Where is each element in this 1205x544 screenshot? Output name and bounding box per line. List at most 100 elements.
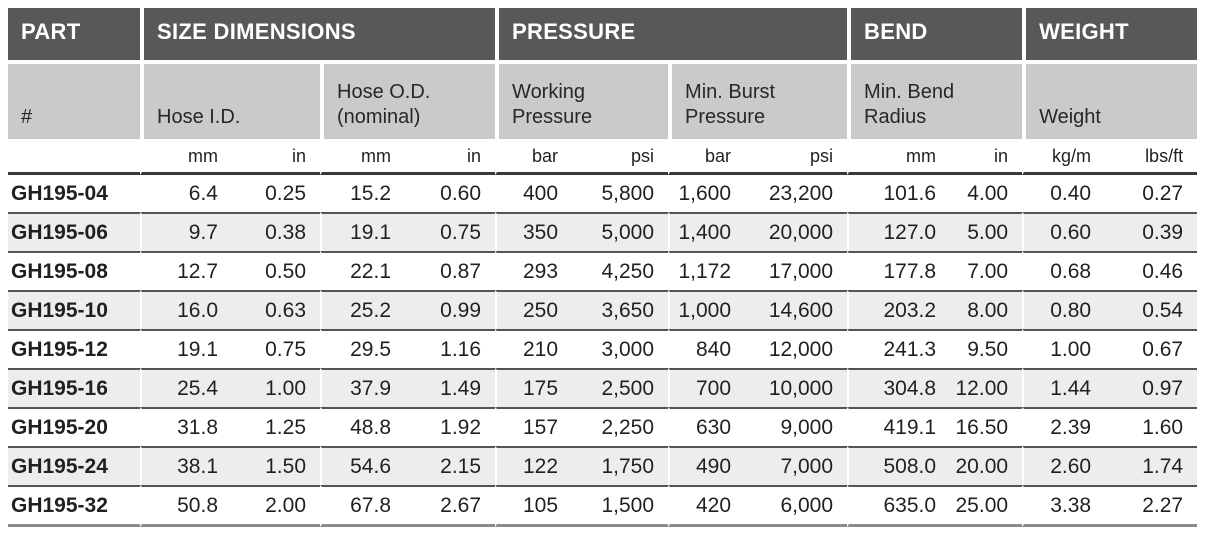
value-cell: 50.8 bbox=[140, 485, 232, 527]
value-cell: 0.75 bbox=[405, 212, 496, 251]
subheader-min-bend-radius: Min. Bend Radius bbox=[847, 64, 1023, 139]
value-cell: 4.00 bbox=[950, 175, 1023, 212]
value-cell: 0.63 bbox=[232, 290, 320, 329]
value-cell: 15.2 bbox=[320, 175, 405, 212]
value-cell: 54.6 bbox=[320, 446, 405, 485]
part-number-cell: GH195-24 bbox=[8, 446, 140, 485]
value-cell: 12,000 bbox=[745, 329, 848, 368]
value-cell: 31.8 bbox=[140, 407, 232, 446]
value-cell: 20,000 bbox=[745, 212, 848, 251]
value-cell: 2.60 bbox=[1022, 446, 1106, 485]
value-cell: 9.7 bbox=[140, 212, 232, 251]
value-cell: 0.25 bbox=[232, 175, 320, 212]
value-cell: 5.00 bbox=[950, 212, 1023, 251]
unit-cell-bar: bar bbox=[668, 139, 746, 175]
value-cell: 508.0 bbox=[847, 446, 951, 485]
table-row: GH195-10 16.0 0.63 25.2 0.99 250 3,650 1,000 14,… bbox=[8, 290, 1198, 329]
value-cell: 2.67 bbox=[405, 485, 496, 527]
value-cell: 12.7 bbox=[140, 251, 232, 290]
value-cell: 157 bbox=[495, 407, 573, 446]
table-row: GH195-20 31.8 1.25 48.8 1.92 157 2,250 630 9,000… bbox=[8, 407, 1198, 446]
value-cell: 0.68 bbox=[1022, 251, 1106, 290]
value-cell: 16.0 bbox=[140, 290, 232, 329]
hose-spec-table: PART SIZE DIMENSIONS PRESSURE BEND WEIGH… bbox=[8, 8, 1198, 527]
group-header-size-dimensions: SIZE DIMENSIONS bbox=[140, 8, 496, 64]
table-row: GH195-06 9.7 0.38 19.1 0.75 350 5,000 1,400 20,0… bbox=[8, 212, 1198, 251]
value-cell: 177.8 bbox=[847, 251, 951, 290]
value-cell: 0.39 bbox=[1105, 212, 1198, 251]
value-cell: 1.00 bbox=[1022, 329, 1106, 368]
value-cell: 2,250 bbox=[572, 407, 669, 446]
value-cell: 419.1 bbox=[847, 407, 951, 446]
subheader-min-burst-pressure: Min. Burst Pressure bbox=[668, 64, 848, 139]
value-cell: 2.15 bbox=[405, 446, 496, 485]
table-row: GH195-08 12.7 0.50 22.1 0.87 293 4,250 1,172 17,… bbox=[8, 251, 1198, 290]
value-cell: 250 bbox=[495, 290, 573, 329]
part-number-cell: GH195-32 bbox=[8, 485, 140, 527]
value-cell: 700 bbox=[668, 368, 746, 407]
value-cell: 2,500 bbox=[572, 368, 669, 407]
group-header-pressure: PRESSURE bbox=[495, 8, 848, 64]
value-cell: 1.16 bbox=[405, 329, 496, 368]
value-cell: 293 bbox=[495, 251, 573, 290]
value-cell: 5,800 bbox=[572, 175, 669, 212]
unit-cell-in: in bbox=[232, 139, 320, 175]
part-number-cell: GH195-20 bbox=[8, 407, 140, 446]
unit-cell-bar: bar bbox=[495, 139, 573, 175]
value-cell: 23,200 bbox=[745, 175, 848, 212]
value-cell: 9.50 bbox=[950, 329, 1023, 368]
value-cell: 0.60 bbox=[405, 175, 496, 212]
value-cell: 400 bbox=[495, 175, 573, 212]
unit-cell-kgm: kg/m bbox=[1022, 139, 1106, 175]
unit-cell bbox=[8, 139, 140, 175]
value-cell: 16.50 bbox=[950, 407, 1023, 446]
group-header-row: PART SIZE DIMENSIONS PRESSURE BEND WEIGH… bbox=[8, 8, 1198, 64]
unit-cell-mm: mm bbox=[140, 139, 232, 175]
value-cell: 350 bbox=[495, 212, 573, 251]
part-number-cell: GH195-12 bbox=[8, 329, 140, 368]
value-cell: 1.92 bbox=[405, 407, 496, 446]
value-cell: 635.0 bbox=[847, 485, 951, 527]
value-cell: 48.8 bbox=[320, 407, 405, 446]
value-cell: 1.49 bbox=[405, 368, 496, 407]
value-cell: 5,000 bbox=[572, 212, 669, 251]
part-number-cell: GH195-04 bbox=[8, 175, 140, 212]
group-header-bend: BEND bbox=[847, 8, 1023, 64]
value-cell: 20.00 bbox=[950, 446, 1023, 485]
unit-cell-in: in bbox=[405, 139, 496, 175]
value-cell: 7,000 bbox=[745, 446, 848, 485]
table-row: GH195-12 19.1 0.75 29.5 1.16 210 3,000 840 12,00… bbox=[8, 329, 1198, 368]
value-cell: 1,000 bbox=[668, 290, 746, 329]
value-cell: 6,000 bbox=[745, 485, 848, 527]
subheader-row: # Hose I.D. Hose O.D. (nominal) Working … bbox=[8, 64, 1198, 139]
group-header-weight: WEIGHT bbox=[1022, 8, 1198, 64]
part-number-cell: GH195-06 bbox=[8, 212, 140, 251]
table-row: GH195-04 6.4 0.25 15.2 0.60 400 5,800 1,600 23,2… bbox=[8, 175, 1198, 212]
value-cell: 175 bbox=[495, 368, 573, 407]
value-cell: 14,600 bbox=[745, 290, 848, 329]
value-cell: 19.1 bbox=[140, 329, 232, 368]
value-cell: 840 bbox=[668, 329, 746, 368]
value-cell: 0.80 bbox=[1022, 290, 1106, 329]
table-row: GH195-24 38.1 1.50 54.6 2.15 122 1,750 490 7,000… bbox=[8, 446, 1198, 485]
value-cell: 1.50 bbox=[232, 446, 320, 485]
value-cell: 19.1 bbox=[320, 212, 405, 251]
value-cell: 0.46 bbox=[1105, 251, 1198, 290]
unit-cell-lbsft: lbs/ft bbox=[1105, 139, 1198, 175]
value-cell: 210 bbox=[495, 329, 573, 368]
unit-cell-mm: mm bbox=[847, 139, 951, 175]
value-cell: 22.1 bbox=[320, 251, 405, 290]
value-cell: 4,250 bbox=[572, 251, 669, 290]
value-cell: 25.00 bbox=[950, 485, 1023, 527]
value-cell: 29.5 bbox=[320, 329, 405, 368]
group-header-part: PART bbox=[8, 8, 140, 64]
value-cell: 17,000 bbox=[745, 251, 848, 290]
value-cell: 2.27 bbox=[1105, 485, 1198, 527]
value-cell: 3,000 bbox=[572, 329, 669, 368]
value-cell: 9,000 bbox=[745, 407, 848, 446]
value-cell: 0.99 bbox=[405, 290, 496, 329]
value-cell: 0.87 bbox=[405, 251, 496, 290]
value-cell: 1.25 bbox=[232, 407, 320, 446]
value-cell: 630 bbox=[668, 407, 746, 446]
value-cell: 2.39 bbox=[1022, 407, 1106, 446]
